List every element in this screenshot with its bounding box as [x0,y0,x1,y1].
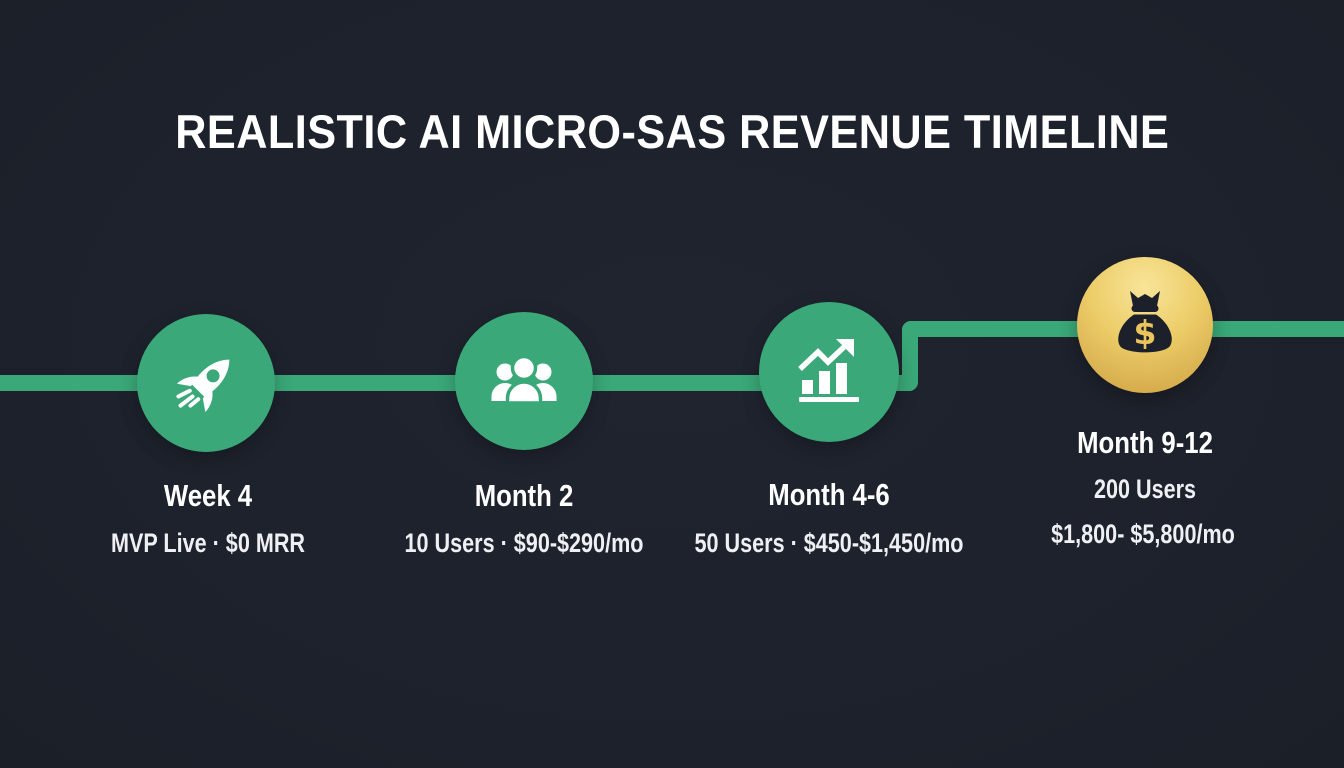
milestone-detail-text: MVP Live · $0 MRR [110,528,306,558]
milestone-node-month-4-6 [759,302,899,442]
users-icon [491,354,557,405]
milestone-detail: 200 Users [1081,474,1209,505]
rocket-icon [176,359,230,412]
milestone-detail-text: 10 Users · $90-$290/mo [404,528,644,558]
money-bag-icon: $ [1118,291,1172,353]
milestone-detail: MVP Live · $0 MRR [87,528,330,559]
milestone-node-week-4 [137,314,275,452]
page-title: REALISTIC AI MICRO-SAS REVENUE TIMELINE [0,104,1344,159]
milestone-period-text: Week 4 [163,478,253,513]
growth-chart-icon [798,339,859,402]
milestone-period: Month 4-6 [756,477,902,513]
milestone-node-month-2 [455,312,593,450]
dollar-sign-glyph: $ [1134,313,1157,352]
milestone-period: Month 2 [465,478,584,514]
milestone-period-text: Month 9-12 [1077,425,1213,460]
milestone-detail: 10 Users · $90-$290/mo [375,528,674,559]
milestone-period: Month 9-12 [1063,425,1227,461]
milestone-detail-text: 200 Users [1093,474,1197,504]
timeline-line-step-up [902,321,918,391]
page-title-text: REALISTIC AI MICRO-SAS REVENUE TIMELINE [174,105,1170,158]
milestone-detail: 50 Users · $450-$1,450/mo [661,528,997,559]
milestone-detail-text: 50 Users · $450-$1,450/mo [694,528,964,558]
milestone-period-text: Month 4-6 [768,477,890,512]
milestone-period-text: Month 2 [474,478,574,513]
milestone-period: Week 4 [155,478,261,514]
milestone-detail: $1,800- $5,800/mo [1028,519,1258,550]
milestone-detail-text: $1,800- $5,800/mo [1051,519,1235,549]
milestone-node-month-9-12: $ [1077,257,1213,393]
